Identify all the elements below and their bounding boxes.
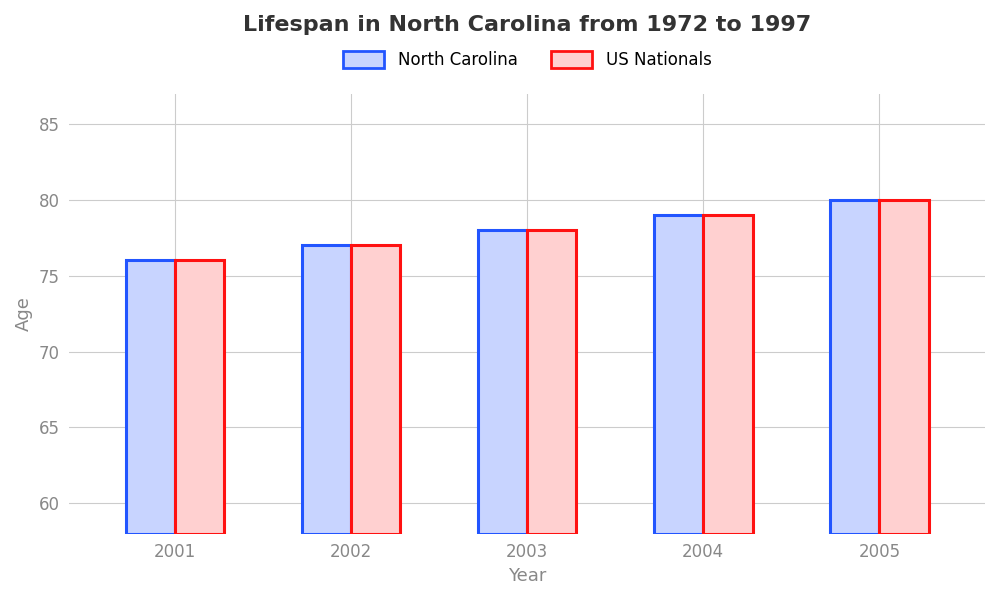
- Bar: [654, 215, 703, 534]
- Bar: [351, 245, 400, 534]
- Bar: [527, 230, 576, 534]
- Title: Lifespan in North Carolina from 1972 to 1997: Lifespan in North Carolina from 1972 to …: [243, 15, 811, 35]
- Bar: [175, 260, 224, 534]
- X-axis label: Year: Year: [508, 567, 546, 585]
- Bar: [478, 230, 527, 534]
- Bar: [830, 200, 879, 534]
- Y-axis label: Age: Age: [15, 296, 33, 331]
- Bar: [302, 245, 351, 534]
- Bar: [126, 260, 175, 534]
- Legend: North Carolina, US Nationals: North Carolina, US Nationals: [336, 44, 718, 76]
- Bar: [703, 215, 753, 534]
- Bar: [879, 200, 929, 534]
